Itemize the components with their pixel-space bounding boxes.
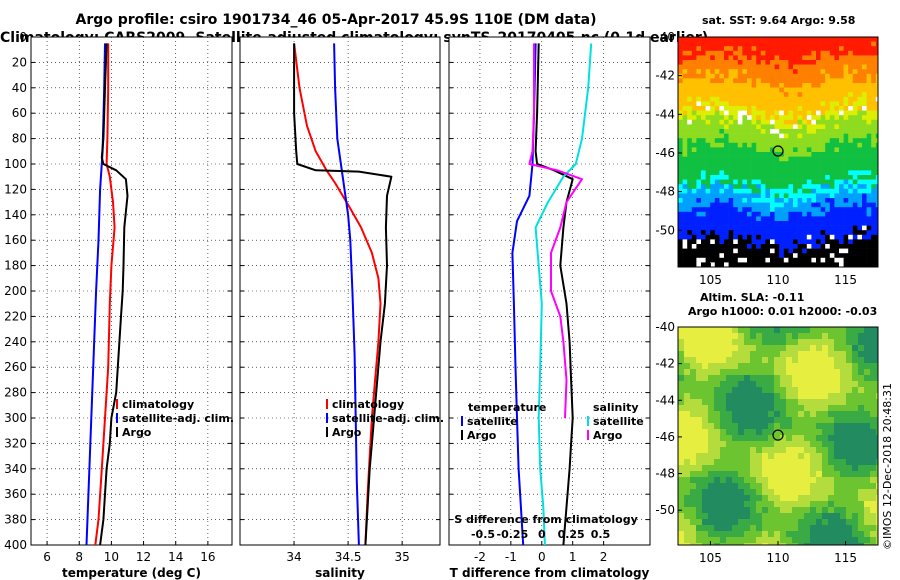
x-axis-label: temperature (deg C) — [62, 566, 201, 580]
map-lon-label: 105 — [699, 551, 722, 565]
depth-tick-label: 140 — [4, 208, 27, 222]
x-tick-label: 16 — [200, 550, 215, 564]
map-sst — [677, 36, 879, 268]
x-tick-label: 35 — [395, 550, 410, 564]
depth-tick-label: 80 — [12, 132, 27, 146]
depth-tick-label: 360 — [4, 487, 27, 501]
s-tick-label: 0 — [538, 528, 546, 541]
x-tick-label: 10 — [104, 550, 119, 564]
map-lon-label: 105 — [699, 273, 722, 287]
depth-tick-label: 120 — [4, 182, 27, 196]
depth-tick-label: 260 — [4, 360, 27, 374]
depth-tick-label: 40 — [12, 81, 27, 95]
x-axis-label: T difference from climatology — [450, 566, 650, 580]
argo-location-marker — [772, 145, 784, 157]
legend-label: Argo — [467, 429, 497, 442]
x-tick-label: -1 — [505, 550, 517, 564]
legend-title-temperature: temperature — [468, 401, 546, 414]
depth-tick-label: 340 — [4, 462, 27, 476]
legend-label: satellite — [467, 415, 518, 428]
series-line-climatology — [94, 43, 116, 546]
legend-label: satellite — [593, 415, 644, 428]
x-tick-label: 14 — [168, 550, 183, 564]
map-lon-label: 110 — [767, 551, 790, 565]
argo-location-marker — [772, 429, 784, 441]
map-lon-label: 110 — [767, 273, 790, 287]
depth-tick-label: 220 — [4, 309, 27, 323]
sla-map-label: Altim. SLA: -0.11 — [700, 291, 805, 304]
map-lat-label: -50 — [655, 223, 675, 237]
depth-tick-label: 60 — [12, 106, 27, 120]
series-line-s-argo — [528, 43, 583, 419]
depth-tick-label: 100 — [4, 157, 27, 171]
legend-label: satellite-adj. clim. — [332, 412, 444, 425]
x-tick-label: 12 — [136, 550, 151, 564]
map-lon-label: 115 — [834, 551, 857, 565]
legend-label: satellite-adj. clim. — [122, 412, 234, 425]
x-tick-label: 2 — [600, 550, 608, 564]
depth-tick-label: 280 — [4, 386, 27, 400]
depth-tick-label: 400 — [4, 538, 27, 552]
map-lat-label: -50 — [655, 503, 675, 517]
legend-label: climatology — [332, 398, 404, 411]
s-tick-label: 0.25 — [558, 528, 585, 541]
x-tick-label: -2 — [474, 550, 486, 564]
series-line-s-satellite — [534, 43, 593, 546]
map-lat-label: -44 — [655, 393, 675, 407]
depth-tick-label: 180 — [4, 259, 27, 273]
map-lat-label: -44 — [655, 107, 675, 121]
sla-argo-label: Argo h1000: 0.01 h2000: -0.03 — [688, 305, 878, 318]
x-tick-label: 8 — [75, 550, 83, 564]
x-tick-label: 34.5 — [335, 550, 362, 564]
legend-label: Argo — [332, 426, 362, 439]
sst-map-label: sat. SST: 9.64 Argo: 9.58 — [702, 14, 856, 27]
x-axis-label: salinity — [315, 566, 365, 580]
map-cells — [678, 327, 878, 545]
legend-title-salinity: salinity — [593, 401, 639, 414]
series-line-argo — [99, 43, 129, 546]
s-axis-label: S difference from climatology — [454, 513, 638, 526]
depth-tick-label: 320 — [4, 436, 27, 450]
depth-tick-label: 20 — [12, 55, 27, 69]
x-tick-label: 0 — [538, 550, 546, 564]
x-tick-label: 6 — [43, 550, 51, 564]
map-lat-label: -46 — [655, 146, 675, 160]
depth-tick-label: 200 — [4, 284, 27, 298]
map-lon-label: 115 — [834, 273, 857, 287]
series-line-argo — [293, 43, 393, 546]
x-tick-label: 1 — [569, 550, 577, 564]
s-tick-label: -0.25 — [497, 528, 529, 541]
depth-tick-label: 380 — [4, 513, 27, 527]
s-tick-label: -0.5 — [471, 528, 495, 541]
x-tick-label: 34 — [286, 550, 301, 564]
map-lat-label: -40 — [655, 320, 675, 334]
legend-label: climatology — [122, 398, 194, 411]
depth-tick-label: 300 — [4, 411, 27, 425]
series-line-t-argo — [534, 43, 574, 546]
map-lat-label: -40 — [655, 30, 675, 44]
depth-tick-label: 240 — [4, 335, 27, 349]
map-lat-label: -48 — [655, 185, 675, 199]
depth-tick-label: 160 — [4, 233, 27, 247]
map-lat-label: -48 — [655, 467, 675, 481]
map-cells — [678, 37, 878, 267]
figure-title-line-1: Argo profile: csiro 1901734_46 05-Apr-20… — [75, 12, 597, 28]
series-line-climatology — [293, 43, 382, 546]
map-sla — [677, 326, 879, 546]
depth-tick-label: 0 — [19, 30, 27, 44]
legend-label: Argo — [593, 429, 623, 442]
map-lat-label: -42 — [655, 357, 675, 371]
legend-label: Argo — [122, 426, 152, 439]
map-lat-label: -42 — [655, 69, 675, 83]
s-tick-label: 0.5 — [591, 528, 611, 541]
series-line-satellite-adj-clim- — [333, 43, 360, 546]
map-lat-label: -46 — [655, 430, 675, 444]
